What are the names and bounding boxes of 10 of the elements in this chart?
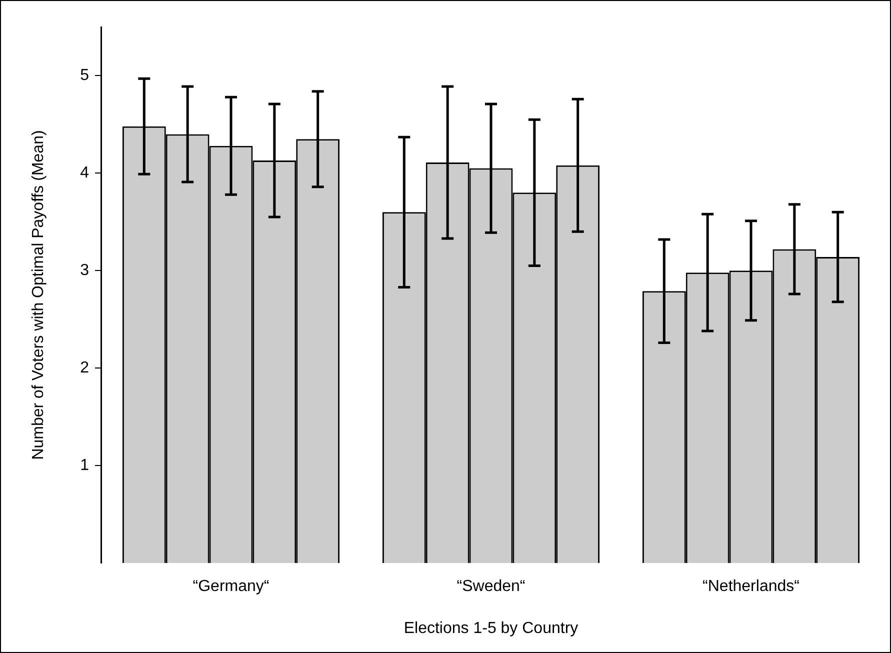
y-tick-label: 4 <box>80 164 90 182</box>
y-tick-label: 2 <box>80 359 90 376</box>
y-tick-label: 1 <box>80 456 90 474</box>
y-axis-title: Number of Voters with Optimal Payoffs (Mean) <box>30 130 48 460</box>
x-tick-label: “Germany“ <box>192 578 270 596</box>
y-tick-label: 5 <box>80 67 90 84</box>
x-tick-label: “Sweden“ <box>456 578 526 596</box>
x-axis-title: Elections 1-5 by Country <box>404 620 578 637</box>
x-tick-label: “Netherlands“ <box>702 578 800 596</box>
y-tick-label: 3 <box>80 262 90 280</box>
